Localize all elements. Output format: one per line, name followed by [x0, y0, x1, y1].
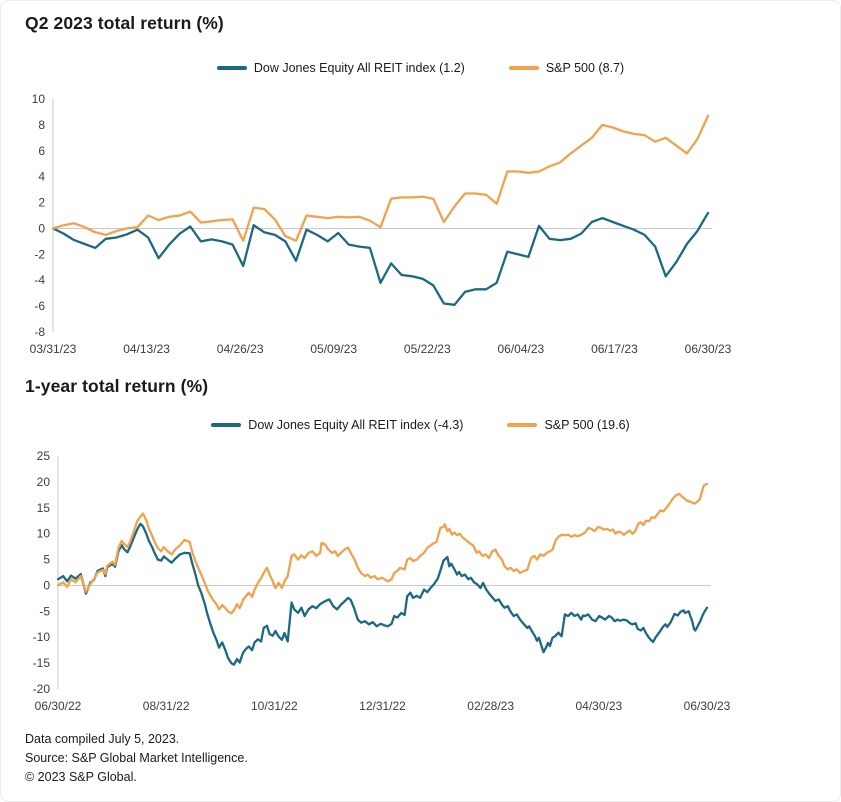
reit-line-swatch-icon — [211, 423, 242, 427]
svg-text:04/30/23: 04/30/23 — [575, 699, 622, 713]
legend-item-reit: Dow Jones Equity All REIT index (1.2) — [216, 61, 465, 75]
svg-text:-20: -20 — [33, 682, 51, 696]
q2-chart-legend: Dow Jones Equity All REIT index (1.2) S&… — [1, 61, 840, 75]
svg-text:12/31/22: 12/31/22 — [359, 699, 406, 713]
svg-text:-4: -4 — [34, 273, 45, 287]
sp500-line-swatch-icon — [508, 66, 539, 70]
reit-line-swatch-icon — [216, 66, 247, 70]
svg-text:-2: -2 — [34, 247, 45, 261]
svg-text:10/31/22: 10/31/22 — [251, 699, 298, 713]
svg-text:0: 0 — [38, 221, 45, 235]
svg-text:10: 10 — [32, 92, 46, 106]
legend-label-sp500: S&P 500 (8.7) — [545, 61, 625, 75]
chart-footnotes: Data compiled July 5, 2023. Source: S&P … — [25, 730, 248, 787]
svg-text:03/31/23: 03/31/23 — [30, 342, 77, 356]
legend-label-reit: Dow Jones Equity All REIT index (-4.3) — [248, 418, 464, 432]
svg-text:15: 15 — [37, 501, 51, 515]
legend-label-sp500: S&P 500 (19.6) — [544, 418, 630, 432]
svg-text:05/09/23: 05/09/23 — [310, 342, 357, 356]
legend-item-sp500: S&P 500 (19.6) — [507, 418, 630, 432]
legend-item-sp500: S&P 500 (8.7) — [508, 61, 625, 75]
svg-text:06/04/23: 06/04/23 — [497, 342, 544, 356]
svg-text:-6: -6 — [34, 299, 45, 313]
legend-item-reit: Dow Jones Equity All REIT index (-4.3) — [211, 418, 463, 432]
footnote-data-compiled: Data compiled July 5, 2023. — [25, 732, 180, 746]
svg-text:-15: -15 — [33, 656, 51, 670]
svg-text:-8: -8 — [34, 325, 45, 339]
one-year-chart-title: 1-year total return (%) — [25, 376, 209, 396]
sp500-line-swatch-icon — [507, 423, 538, 427]
footnote-source: Source: S&P Global Market Intelligence. — [25, 751, 248, 765]
svg-text:06/17/23: 06/17/23 — [591, 342, 638, 356]
svg-text:02/28/23: 02/28/23 — [467, 699, 514, 713]
svg-text:06/30/23: 06/30/23 — [685, 342, 732, 356]
svg-text:04/13/23: 04/13/23 — [123, 342, 170, 356]
svg-text:-10: -10 — [33, 630, 51, 644]
one-year-chart-legend: Dow Jones Equity All REIT index (-4.3) S… — [1, 418, 840, 432]
svg-text:25: 25 — [37, 449, 51, 463]
svg-text:6: 6 — [38, 144, 45, 158]
q2-chart-title: Q2 2023 total return (%) — [25, 13, 224, 33]
svg-text:5: 5 — [43, 553, 50, 567]
svg-text:-5: -5 — [39, 604, 50, 618]
svg-text:06/30/23: 06/30/23 — [684, 699, 731, 713]
svg-text:4: 4 — [38, 170, 45, 184]
svg-text:04/26/23: 04/26/23 — [217, 342, 264, 356]
svg-text:10: 10 — [37, 527, 51, 541]
footnote-copyright: © 2023 S&P Global. — [25, 770, 137, 784]
svg-text:05/22/23: 05/22/23 — [404, 342, 451, 356]
legend-label-reit: Dow Jones Equity All REIT index (1.2) — [253, 61, 465, 75]
svg-text:20: 20 — [37, 475, 51, 489]
svg-text:08/31/22: 08/31/22 — [143, 699, 190, 713]
svg-text:8: 8 — [38, 118, 45, 132]
svg-text:2: 2 — [38, 196, 45, 210]
svg-text:0: 0 — [43, 578, 50, 592]
svg-text:06/30/22: 06/30/22 — [35, 699, 82, 713]
